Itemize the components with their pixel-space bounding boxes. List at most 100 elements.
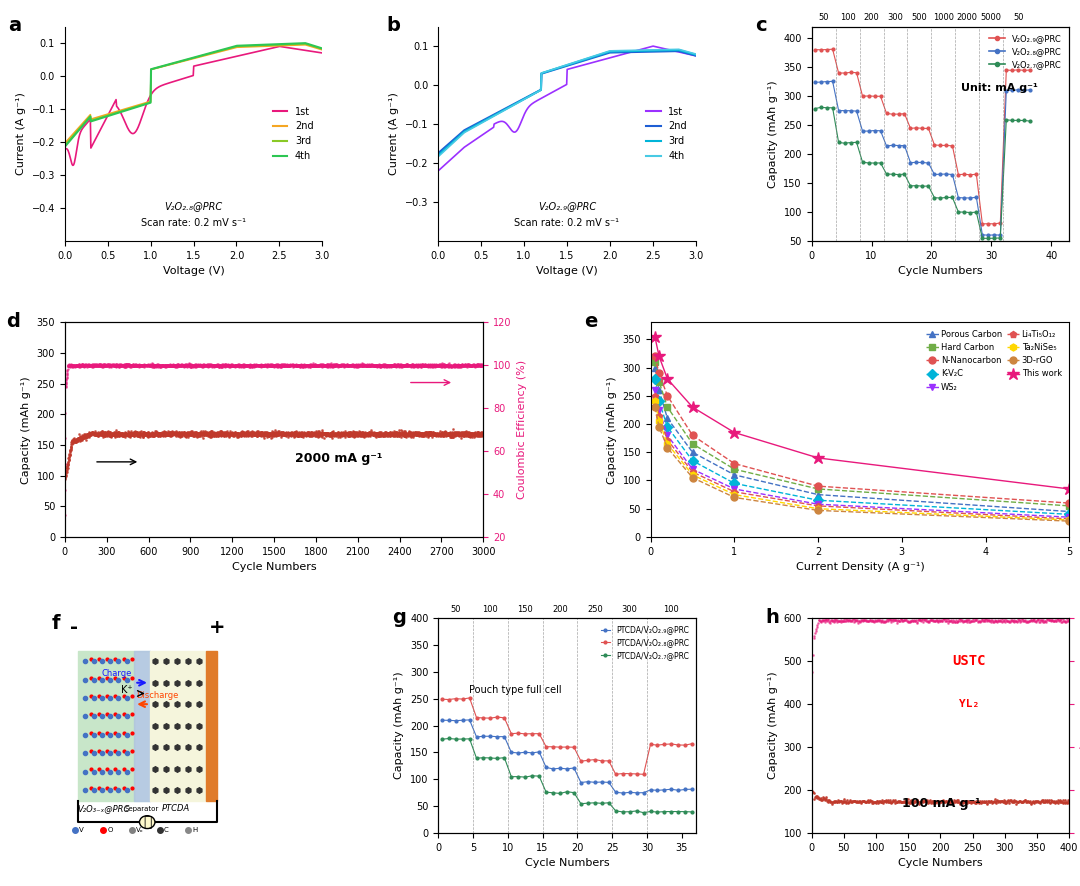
Text: c: c	[755, 16, 767, 35]
Legend: PTCDA/V₂O₂.₉@PRC, PTCDA/V₂O₂.₈@PRC, PTCDA/V₂O₂.₇@PRC: PTCDA/V₂O₂.₉@PRC, PTCDA/V₂O₂.₈@PRC, PTCD…	[597, 622, 692, 663]
PTCDA/V₂O₂.₇@PRC	[589, 797, 602, 808]
PTCDA/V₂O₂.₉@PRC	[589, 777, 602, 788]
PTCDA/V₂O₂.₈@PRC	[512, 728, 525, 739]
Text: V₂O₃₋ₓ@PRC: V₂O₃₋ₓ@PRC	[78, 804, 130, 813]
PTCDA/V₂O₂.₈@PRC	[595, 756, 608, 766]
PTCDA/V₂O₂.₇@PRC	[575, 798, 588, 809]
PTCDA/V₂O₂.₈@PRC	[567, 742, 580, 752]
PTCDA/V₂O₂.₇@PRC	[561, 787, 573, 797]
PTCDA/V₂O₂.₈@PRC	[532, 728, 545, 739]
V₂O₂.₈@PRC	[808, 77, 821, 88]
Ta₂NiSe₅	[652, 416, 665, 426]
Line: PTCDA/V₂O₂.₉@PRC: PTCDA/V₂O₂.₉@PRC	[441, 719, 693, 795]
V₂O₂.₉@PRC	[832, 67, 845, 78]
PTCDA/V₂O₂.₈@PRC	[463, 693, 476, 703]
V₂O₂.₇@PRC	[963, 207, 976, 218]
3D-rGO	[728, 492, 741, 502]
Y-axis label: Current (A g⁻¹): Current (A g⁻¹)	[16, 92, 26, 175]
V₂O₂.₇@PRC	[1000, 114, 1013, 125]
PTCDA/V₂O₂.₈@PRC	[672, 740, 685, 750]
N-Nanocarbon	[728, 458, 741, 469]
V₂O₂.₈@PRC	[922, 158, 935, 168]
Text: V: V	[79, 827, 84, 833]
Line: Hard Carbon: Hard Carbon	[651, 359, 1072, 509]
V₂O₂.₉@PRC	[970, 169, 983, 180]
Text: Scan rate: 0.2 mV s⁻¹: Scan rate: 0.2 mV s⁻¹	[141, 218, 246, 228]
N-Nanocarbon	[686, 430, 699, 440]
V₂O₂.₉@PRC	[845, 67, 858, 78]
PTCDA/V₂O₂.₈@PRC	[658, 739, 671, 750]
V₂O₂.₉@PRC	[850, 67, 863, 78]
Text: K⁺: K⁺	[121, 686, 133, 696]
V₂O₂.₈@PRC	[1000, 85, 1013, 96]
PTCDA/V₂O₂.₉@PRC	[617, 788, 630, 798]
V₂O₂.₇@PRC	[814, 102, 827, 113]
PTCDA/V₂O₂.₉@PRC	[575, 777, 588, 788]
WS₂	[652, 405, 665, 416]
V₂O₂.₉@PRC	[892, 109, 905, 120]
Porous Carbon	[812, 489, 825, 500]
PTCDA/V₂O₂.₇@PRC	[477, 752, 490, 763]
Line: PTCDA/V₂O₂.₈@PRC: PTCDA/V₂O₂.₈@PRC	[441, 696, 693, 776]
PTCDA/V₂O₂.₉@PRC	[554, 763, 567, 773]
PTCDA/V₂O₂.₈@PRC	[651, 740, 664, 750]
K-V₂C	[728, 478, 741, 489]
PTCDA/V₂O₂.₈@PRC	[561, 742, 573, 752]
V₂O₂.₈@PRC	[994, 229, 1007, 240]
V₂O₂.₈@PRC	[970, 192, 983, 203]
PTCDA/V₂O₂.₇@PRC	[463, 734, 476, 744]
This work	[686, 402, 699, 413]
V₂O₂.₇@PRC	[922, 181, 935, 191]
PTCDA/V₂O₂.₇@PRC	[442, 733, 455, 743]
V₂O₂.₉@PRC	[976, 219, 989, 229]
V₂O₂.₇@PRC	[868, 158, 881, 168]
V₂O₂.₈@PRC	[868, 125, 881, 136]
V₂O₂.₈@PRC	[982, 230, 995, 241]
3D-rGO	[1063, 516, 1076, 526]
V₂O₂.₈@PRC	[897, 140, 910, 151]
Text: 2000 mA g⁻¹: 2000 mA g⁻¹	[295, 452, 382, 465]
V₂O₂.₈@PRC	[832, 105, 845, 116]
PTCDA/V₂O₂.₈@PRC	[617, 768, 630, 779]
V₂O₂.₉@PRC	[922, 123, 935, 134]
V₂O₂.₇@PRC	[982, 233, 995, 244]
PTCDA/V₂O₂.₇@PRC	[518, 772, 531, 782]
PTCDA/V₂O₂.₇@PRC	[504, 772, 517, 782]
PTCDA/V₂O₂.₇@PRC	[595, 798, 608, 809]
Bar	[134, 650, 150, 801]
V₂O₂.₈@PRC	[1024, 84, 1037, 95]
PTCDA/V₂O₂.₈@PRC	[526, 728, 539, 739]
PTCDA/V₂O₂.₉@PRC	[512, 748, 525, 758]
Li₄Ti₅O₁₂	[652, 410, 665, 421]
V₂O₂.₉@PRC	[940, 140, 953, 151]
PTCDA/V₂O₂.₇@PRC	[491, 753, 504, 764]
PTCDA/V₂O₂.₈@PRC	[546, 742, 559, 752]
PTCDA/V₂O₂.₇@PRC	[546, 788, 559, 798]
X-axis label: Cycle Numbers: Cycle Numbers	[899, 267, 983, 276]
Line: V₂O₂.₉@PRC: V₂O₂.₉@PRC	[813, 48, 1031, 225]
3D-rGO	[648, 402, 661, 413]
WS₂	[686, 464, 699, 475]
PTCDA/V₂O₂.₇@PRC	[498, 752, 511, 763]
V₂O₂.₇@PRC	[976, 233, 989, 244]
K-V₂C	[1063, 509, 1076, 520]
Line: Ta₂NiSe₅: Ta₂NiSe₅	[651, 398, 1072, 524]
PTCDA/V₂O₂.₉@PRC	[477, 731, 490, 742]
PTCDA/V₂O₂.₇@PRC	[581, 797, 594, 808]
V₂O₂.₉@PRC	[910, 122, 923, 133]
X-axis label: Voltage (V): Voltage (V)	[163, 267, 225, 276]
PTCDA/V₂O₂.₉@PRC	[672, 785, 685, 796]
PTCDA/V₂O₂.₇@PRC	[665, 806, 678, 817]
V₂O₂.₇@PRC	[892, 169, 905, 180]
This work	[1063, 484, 1076, 494]
Text: f: f	[52, 614, 60, 633]
PTCDA/V₂O₂.₈@PRC	[665, 739, 678, 750]
K-V₂C	[686, 455, 699, 466]
PTCDA/V₂O₂.₇@PRC	[686, 806, 699, 817]
V₂O₂.₈@PRC	[820, 76, 833, 87]
Ta₂NiSe₅	[661, 439, 674, 449]
Text: Pouch type full cell: Pouch type full cell	[469, 686, 562, 696]
V₂O₂.₉@PRC	[904, 123, 917, 134]
V₂O₂.₇@PRC	[916, 181, 929, 191]
V₂O₂.₉@PRC	[897, 108, 910, 119]
